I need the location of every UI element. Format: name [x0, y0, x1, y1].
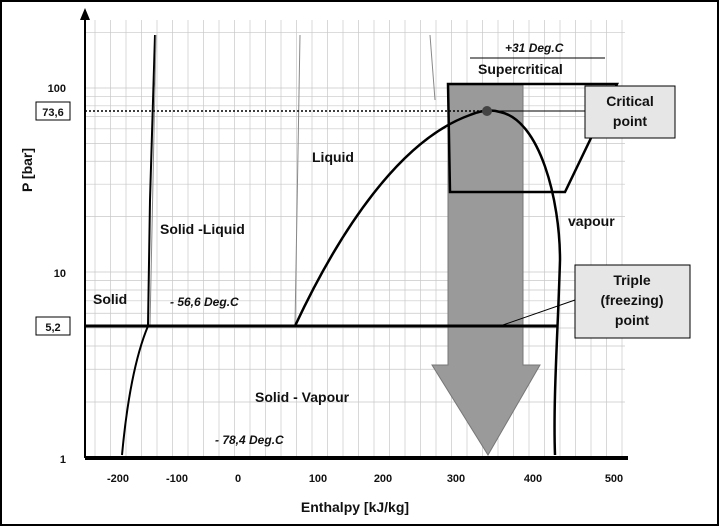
- x-tick-label: 100: [309, 473, 327, 485]
- y-axis-label: P [bar]: [19, 148, 35, 192]
- process-arrow: [431, 84, 541, 456]
- isotherm: [294, 34, 301, 327]
- callout-text: Critical: [606, 93, 653, 109]
- marker-label: 73,6: [42, 107, 63, 119]
- x-tick-label: -100: [166, 473, 188, 485]
- region-label: Solid: [93, 291, 127, 307]
- temperature-label: - 78,4 Deg.C: [215, 433, 284, 447]
- pointer: [499, 299, 576, 327]
- x-tick-label: -200: [107, 473, 129, 485]
- x-tick-label: 300: [447, 473, 465, 485]
- x-tick-label: 0: [235, 473, 241, 485]
- temperature-label: +31 Deg.C: [505, 41, 564, 55]
- y-arrow: [80, 8, 90, 20]
- region-label: Solid - Vapour: [255, 389, 350, 405]
- callout-text: (freezing): [601, 292, 664, 308]
- y-tick-label: 1: [60, 454, 66, 466]
- region-label: Solid -Liquid: [160, 221, 245, 237]
- marker-label: 5,2: [45, 322, 60, 334]
- callout-text: point: [615, 312, 650, 328]
- x-tick-label: 200: [374, 473, 392, 485]
- marker-box: [35, 101, 71, 121]
- critical-point: [482, 106, 492, 116]
- isotherm: [149, 34, 157, 327]
- isotherm: [429, 34, 436, 101]
- marker-box: [35, 316, 71, 336]
- region-label: Supercritical: [478, 61, 563, 77]
- y-tick-label: 100: [48, 83, 66, 95]
- region-label: vapour: [568, 213, 615, 229]
- supercritical-box: [446, 82, 619, 194]
- callout-box: [584, 85, 676, 139]
- callout-text: Triple: [613, 272, 651, 288]
- region-label: Liquid: [312, 149, 354, 165]
- x-axis-label: Enthalpy [kJ/kg]: [301, 499, 409, 515]
- callout-box: [574, 264, 691, 339]
- temperature-label: - 56,6 Deg.C: [170, 295, 239, 309]
- grid: [85, 20, 625, 459]
- saturation-dome: [293, 109, 562, 456]
- callout-text: point: [613, 113, 648, 129]
- x-tick-label: 500: [605, 473, 623, 485]
- x-tick-label: 400: [524, 473, 542, 485]
- y-tick-label: 10: [54, 268, 66, 280]
